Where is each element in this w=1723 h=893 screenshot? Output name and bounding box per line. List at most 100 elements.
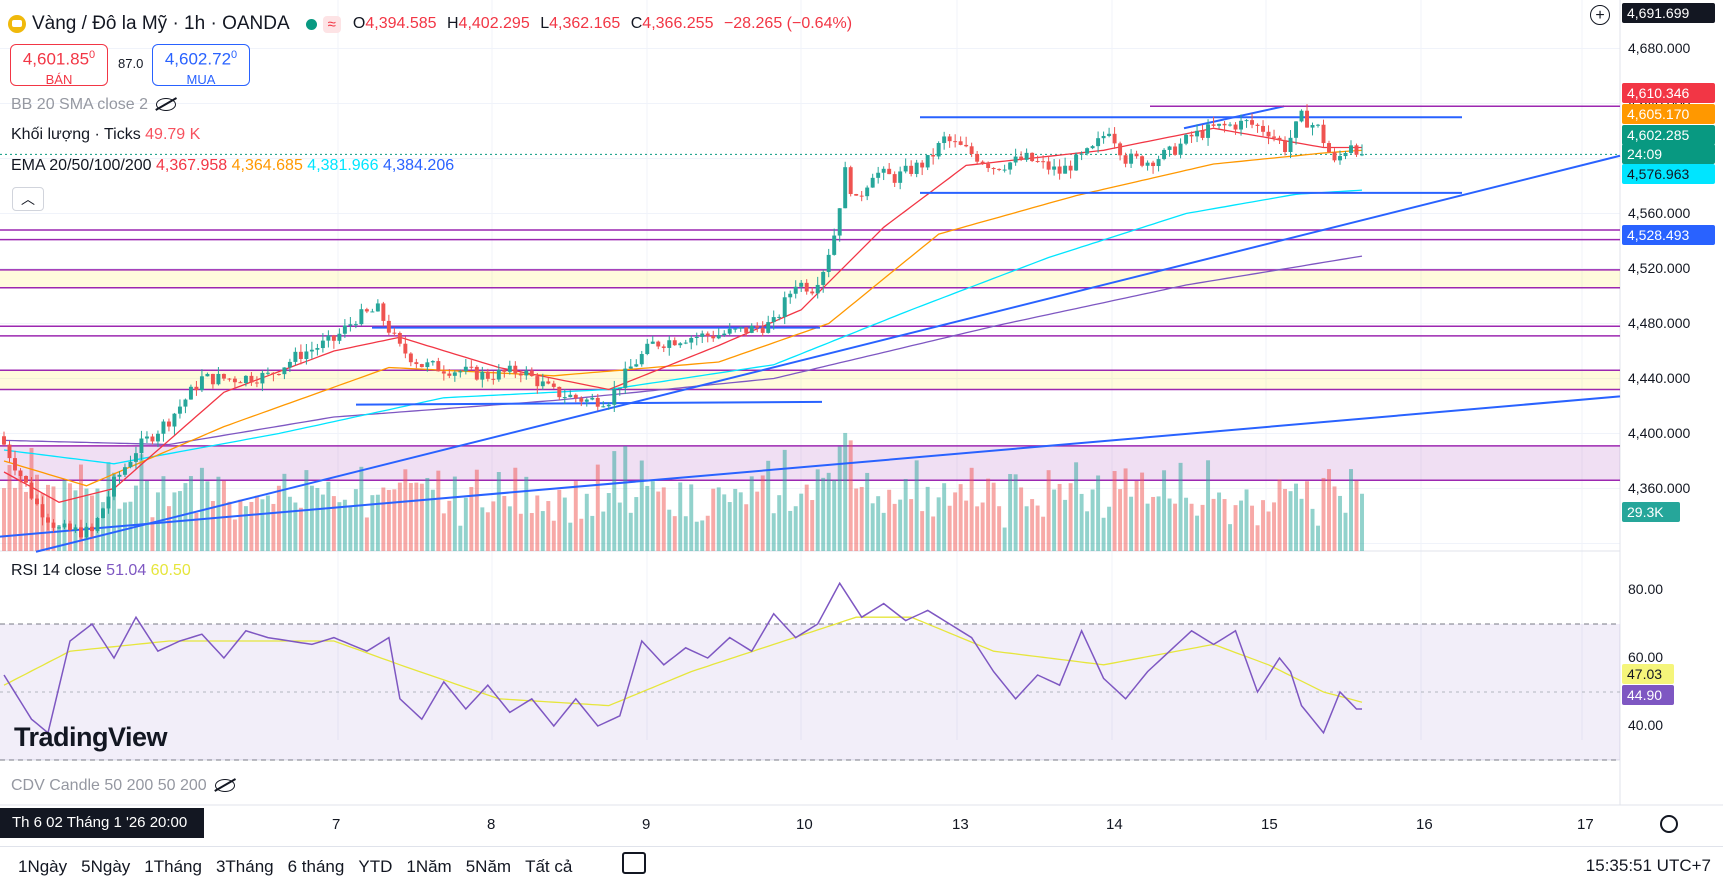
timeframe-option[interactable]: 5Ngày xyxy=(81,857,131,876)
candle-body xyxy=(749,325,754,333)
candle-body xyxy=(139,438,144,454)
add-alert-button[interactable]: + xyxy=(1590,5,1610,25)
volume-bar xyxy=(782,449,787,551)
timeframe-option[interactable]: 1Năm xyxy=(406,857,452,876)
volume-bar xyxy=(991,482,996,551)
tradingview-logo[interactable]: TradingView xyxy=(14,722,168,752)
timeframe-option[interactable]: 1Ngày xyxy=(18,857,68,876)
candle-body xyxy=(766,322,771,333)
candle-body xyxy=(502,369,507,372)
candle-body xyxy=(744,327,749,333)
candle-body xyxy=(463,366,468,372)
volume-bar xyxy=(590,515,595,551)
volume-bar xyxy=(727,502,732,551)
candle-body xyxy=(1118,143,1123,156)
candle-body xyxy=(1074,154,1079,171)
volume-bar xyxy=(694,521,699,551)
volume-bar xyxy=(777,495,782,551)
timeframe-option[interactable]: YTD xyxy=(358,857,393,876)
symbol-title[interactable]: Vàng / Đô la Mỹ · 1h · OANDA xyxy=(32,13,290,34)
ema-indicator-legend[interactable]: EMA 20/50/100/200 4,367.958 4,364.685 4,… xyxy=(11,157,455,174)
candle-body xyxy=(1250,120,1255,125)
candle-body xyxy=(276,374,281,376)
candle-body xyxy=(612,388,617,405)
volume-bar xyxy=(1327,469,1331,551)
collapse-legend-button[interactable]: ︿ xyxy=(12,187,44,211)
volume-bar xyxy=(1162,470,1167,551)
candle-body xyxy=(1024,152,1029,160)
candle-body xyxy=(271,372,276,375)
bb-indicator-legend[interactable]: BB 20 SMA close 2 xyxy=(11,96,176,114)
price-tick-label: 4,560.000 xyxy=(1628,204,1691,221)
candle-body xyxy=(991,168,996,170)
volume-bar xyxy=(826,472,831,551)
candle-body xyxy=(881,168,886,173)
candle-body xyxy=(1283,140,1287,153)
sell-button[interactable]: 4,601.850 BÁN xyxy=(10,44,108,87)
volume-bar xyxy=(573,481,578,551)
candle-body xyxy=(777,316,782,318)
volume-bar xyxy=(2,488,6,551)
volume-bar xyxy=(480,507,485,551)
candle-body xyxy=(57,527,61,529)
candle-body xyxy=(249,375,254,383)
calendar-goto-icon[interactable] xyxy=(622,852,646,874)
candle-body xyxy=(579,398,584,402)
volume-bar xyxy=(1338,495,1342,551)
candle-body xyxy=(551,383,556,387)
volume-bar xyxy=(1244,489,1249,551)
price-label-ema20: 4,610.346 xyxy=(1622,83,1715,103)
hidden-eye-icon[interactable] xyxy=(155,98,176,112)
volume-bar xyxy=(502,495,507,551)
candle-body xyxy=(1316,124,1320,126)
timeframe-option[interactable]: 1Tháng xyxy=(144,857,202,876)
timeframe-option[interactable]: 3Tháng xyxy=(215,857,274,876)
candle-body xyxy=(584,399,589,402)
candle-body xyxy=(524,370,529,376)
volume-bar xyxy=(111,472,116,551)
price-tick-label: 4,480.000 xyxy=(1628,314,1691,331)
clock[interactable]: 15:35:51 UTC+7 xyxy=(1585,856,1711,875)
candle-body xyxy=(1151,162,1156,167)
candle-body xyxy=(353,324,358,326)
volume-bar xyxy=(232,519,237,551)
volume-bar xyxy=(815,469,820,551)
volume-bar xyxy=(661,487,666,551)
ema-lines xyxy=(3,127,1363,503)
time-tick-label: 10 xyxy=(796,816,813,833)
candle-body xyxy=(986,163,991,169)
volume-indicator-legend[interactable]: Khối lượng · Ticks 49.79 K xyxy=(11,126,201,143)
volume-bar xyxy=(854,488,859,551)
timeframe-option[interactable]: Tất cả xyxy=(525,857,573,876)
wave-icon[interactable]: ≈ xyxy=(322,15,341,33)
candle-body xyxy=(1195,130,1200,137)
volume-bar xyxy=(1107,506,1112,551)
volume-bar xyxy=(1145,503,1150,551)
volume-bar xyxy=(1200,504,1205,551)
candle-body xyxy=(727,328,732,334)
timeframe-option[interactable]: 5Năm xyxy=(465,857,512,876)
candle-body xyxy=(1101,135,1106,139)
ema50-line xyxy=(3,149,1363,487)
candle-body xyxy=(194,386,199,391)
rsi-indicator-legend[interactable]: RSI 14 close 51.04 60.50 xyxy=(11,562,191,579)
candle-body xyxy=(177,406,182,414)
volume-bar xyxy=(975,506,980,551)
candle-body xyxy=(1107,133,1112,136)
settings-icon[interactable] xyxy=(1660,815,1678,833)
rsi-pane xyxy=(0,581,1620,761)
volume-bar xyxy=(13,487,17,551)
volume-bar xyxy=(436,470,441,551)
volume-bar xyxy=(947,505,952,551)
candle-body xyxy=(562,397,567,399)
candle-body xyxy=(1217,123,1222,126)
volume-bar xyxy=(788,510,793,551)
volume-bar xyxy=(986,478,991,551)
hidden-eye-icon[interactable] xyxy=(214,779,235,793)
cdv-indicator-legend[interactable]: CDV Candle 50 200 50 200 xyxy=(11,777,235,795)
timeframe-option[interactable]: 6 tháng xyxy=(287,857,345,876)
buy-button[interactable]: 4,602.720 MUA xyxy=(152,44,250,87)
candle-body xyxy=(711,335,716,339)
volume-bar xyxy=(139,454,144,551)
